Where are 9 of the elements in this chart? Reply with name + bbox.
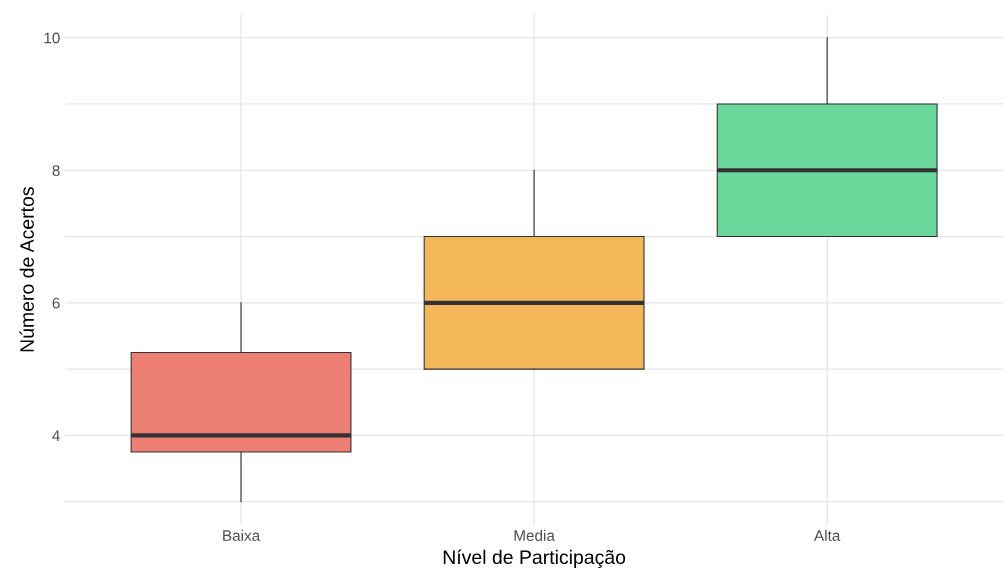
y-axis-title: Número de Acertos [19, 187, 34, 352]
y-tick-label: 8 [52, 165, 60, 176]
x-tick-label: Baixa [223, 529, 261, 541]
y-tick-label: 10 [44, 32, 60, 44]
x-tick-label: Media [514, 529, 555, 541]
y-tick-label: 4 [52, 430, 60, 441]
x-axis-title: Nível de Participação [443, 549, 626, 568]
y-tick-label: 6 [52, 297, 60, 309]
x-tick-label: Alta [814, 529, 841, 541]
